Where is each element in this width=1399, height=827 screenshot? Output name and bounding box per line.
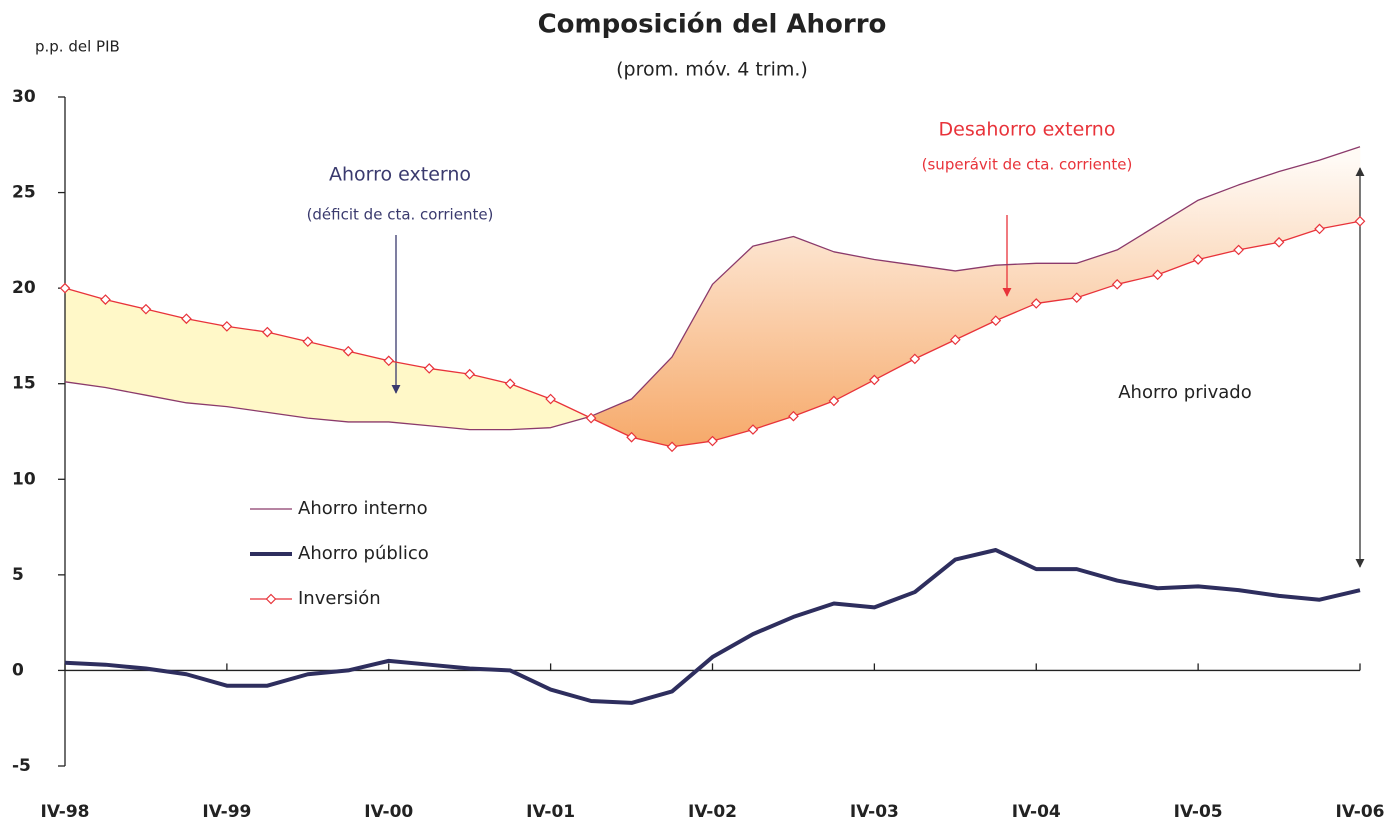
area-fill [226, 326, 268, 413]
data-point [423, 363, 435, 374]
area-fill [388, 360, 430, 427]
data-point [585, 412, 597, 424]
y-tick-label: 10 [12, 469, 36, 489]
series-line [64, 548, 1361, 705]
data-point [221, 321, 233, 332]
data-point [342, 345, 354, 357]
data-point [464, 368, 476, 380]
data-point [869, 374, 880, 386]
area-fill [64, 287, 106, 388]
x-tick-label: IV-04 [1012, 802, 1061, 822]
area-fill [1157, 199, 1199, 276]
annotation: Ahorro privado [1118, 382, 1252, 403]
y-tick-label: 30 [12, 87, 36, 107]
y-tick-label: 5 [12, 565, 24, 585]
data-point [666, 441, 678, 453]
area-fill [833, 251, 875, 402]
data-point [59, 282, 71, 294]
data-point [909, 353, 921, 365]
legend-label: Inversión [298, 588, 381, 609]
data-point [504, 378, 516, 390]
area-fill [1036, 263, 1077, 304]
x-tick-label: IV-06 [1336, 802, 1385, 822]
y-tick-label: -5 [12, 756, 31, 776]
data-point [990, 315, 1002, 326]
area-fill [631, 356, 673, 448]
data-point [545, 393, 556, 405]
x-tick-label: IV-03 [850, 802, 899, 822]
area-fill [145, 308, 187, 404]
y-tick-label: 0 [12, 660, 24, 680]
data-point [707, 435, 718, 447]
y-axis-label: p.p. del PIB [35, 38, 120, 56]
area-fill [793, 236, 835, 417]
data-point [261, 326, 273, 338]
area-fill [550, 398, 590, 429]
x-tick-label: IV-02 [688, 802, 737, 822]
area-fill [590, 398, 632, 438]
area-fill [509, 383, 551, 430]
data-point [747, 424, 759, 435]
data-point [1030, 298, 1042, 309]
area-fill [752, 236, 794, 430]
data-point [626, 431, 637, 443]
area-fill [1319, 146, 1361, 230]
area-fill [307, 341, 349, 423]
data-point [100, 294, 111, 305]
data-point [383, 355, 395, 367]
area-fill [428, 368, 470, 430]
area-fill [1116, 224, 1158, 285]
x-tick-label: IV-99 [202, 802, 251, 822]
data-point [1111, 278, 1123, 290]
annotation: Ahorro externo [329, 164, 471, 186]
y-tick-label: 15 [12, 374, 36, 394]
area-fill [105, 299, 147, 396]
data-point [1152, 269, 1164, 281]
data-point [788, 410, 799, 422]
area-fill [712, 245, 754, 442]
annotation: Desahorro externo [939, 119, 1116, 141]
data-point [1354, 215, 1366, 227]
y-tick-label: 25 [12, 183, 36, 203]
data-point [140, 303, 152, 315]
data-point [828, 395, 840, 407]
data-point [1233, 244, 1244, 256]
area-fill [955, 264, 997, 341]
data-point [1071, 292, 1083, 304]
area-fill [1197, 184, 1239, 260]
annotation: (superávit de cta. corriente) [922, 156, 1133, 174]
data-point [1192, 254, 1204, 265]
annotation: (déficit de cta. corriente) [307, 206, 494, 224]
data-point [949, 334, 961, 346]
area-fill [914, 264, 956, 360]
area-fill [348, 350, 389, 423]
x-tick-label: IV-98 [41, 802, 90, 822]
x-tick-label: IV-05 [1174, 802, 1223, 822]
legend-marker [265, 593, 277, 605]
series-line [64, 146, 1361, 431]
data-point [181, 313, 192, 325]
chart-title: Composición del Ahorro [538, 10, 887, 40]
area-fill [186, 318, 228, 407]
x-tick-label: IV-00 [364, 802, 413, 822]
legend-label: Ahorro público [298, 543, 429, 564]
y-tick-label: 20 [12, 278, 36, 298]
data-point [1314, 223, 1325, 235]
data-point [1273, 236, 1285, 248]
area-fill [267, 331, 309, 419]
x-tick-label: IV-01 [526, 802, 575, 822]
chart-subtitle: (prom. móv. 4 trim.) [616, 59, 808, 81]
area-fill [1278, 159, 1320, 243]
legend-label: Ahorro interno [298, 498, 428, 519]
area-fill [671, 283, 713, 448]
data-point [302, 336, 314, 348]
fills [64, 146, 1361, 448]
